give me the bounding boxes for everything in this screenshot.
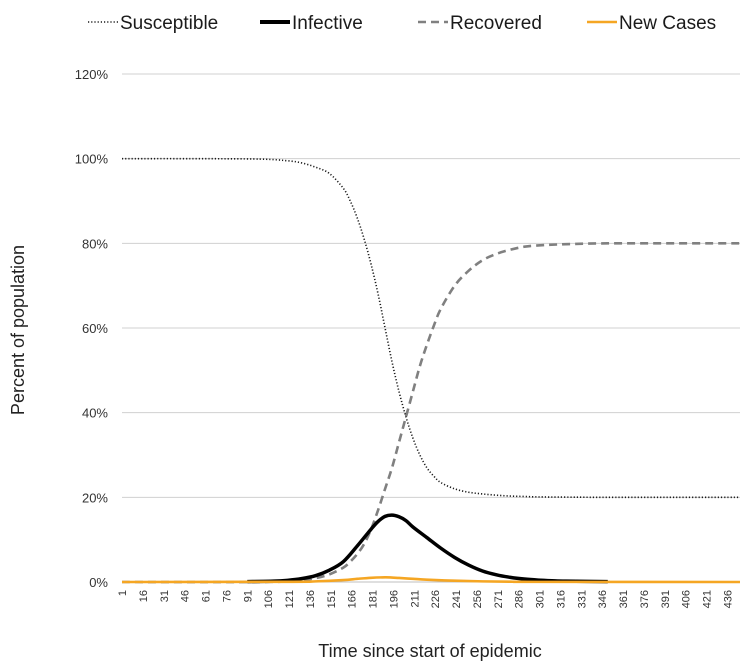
x-tick-label: 376 [639, 590, 651, 608]
x-tick-label: 166 [347, 590, 359, 608]
x-tick-label: 1 [117, 590, 129, 596]
legend-label: Susceptible [120, 13, 218, 34]
x-tick-label: 346 [597, 590, 609, 608]
series-line-new-cases [121, 576, 741, 584]
series-lines [121, 157, 741, 584]
x-tick-label: 301 [535, 590, 547, 608]
x-tick-label: 361 [618, 590, 630, 608]
x-tick-label: 331 [576, 590, 588, 608]
gridlines [122, 73, 740, 583]
x-axis-title: Time since start of epidemic [318, 641, 541, 661]
x-tick-label: 196 [388, 590, 400, 608]
y-tick-label: 120% [75, 67, 109, 82]
series-line-susceptible [121, 157, 740, 499]
x-tick-label: 46 [180, 590, 192, 602]
x-tick-label: 316 [555, 590, 567, 608]
y-tick-label: 80% [82, 236, 108, 251]
y-tick-label: 20% [82, 490, 108, 505]
x-tick-label: 211 [409, 590, 421, 608]
x-tick-label: 106 [263, 590, 275, 608]
x-tick-label: 181 [368, 590, 380, 608]
x-tick-label: 271 [493, 590, 505, 608]
y-tick-label: 40% [82, 406, 108, 421]
x-tick-label: 16 [138, 590, 150, 602]
x-tick-label: 241 [451, 590, 463, 608]
x-tick-label: 286 [514, 590, 526, 608]
y-tick-label: 60% [82, 321, 108, 336]
x-tick-label: 436 [722, 590, 734, 608]
x-tick-label: 256 [472, 590, 484, 608]
x-tick-label: 136 [305, 590, 317, 608]
y-tick-labels: 0% 20% 40% 60% 80% 100% 120% [75, 67, 109, 590]
legend-label: Recovered [450, 13, 542, 34]
legend-label: New Cases [619, 13, 716, 34]
y-axis-title: Percent of population [8, 245, 28, 415]
series-line-infective [247, 513, 608, 584]
x-tick-label: 151 [326, 590, 338, 608]
x-tick-label: 31 [159, 590, 171, 602]
x-tick-labels: 1 16 31 46 61 76 91 106 121 136 151 166 181 196 211 226… [117, 590, 734, 608]
x-tick-label: 61 [201, 590, 213, 602]
y-tick-label: 0% [89, 575, 108, 590]
x-tick-label: 391 [660, 590, 672, 608]
x-tick-label: 121 [284, 590, 296, 608]
y-tick-label: 100% [75, 152, 109, 167]
x-tick-label: 91 [242, 590, 254, 602]
x-tick-label: 421 [702, 590, 714, 608]
legend: Susceptible Infective Recovered New Cases [88, 13, 716, 34]
legend-label: Infective [292, 13, 363, 34]
x-tick-label: 226 [430, 590, 442, 608]
series-line-recovered [121, 241, 740, 584]
x-tick-label: 76 [221, 590, 233, 602]
x-tick-label: 406 [681, 590, 693, 608]
